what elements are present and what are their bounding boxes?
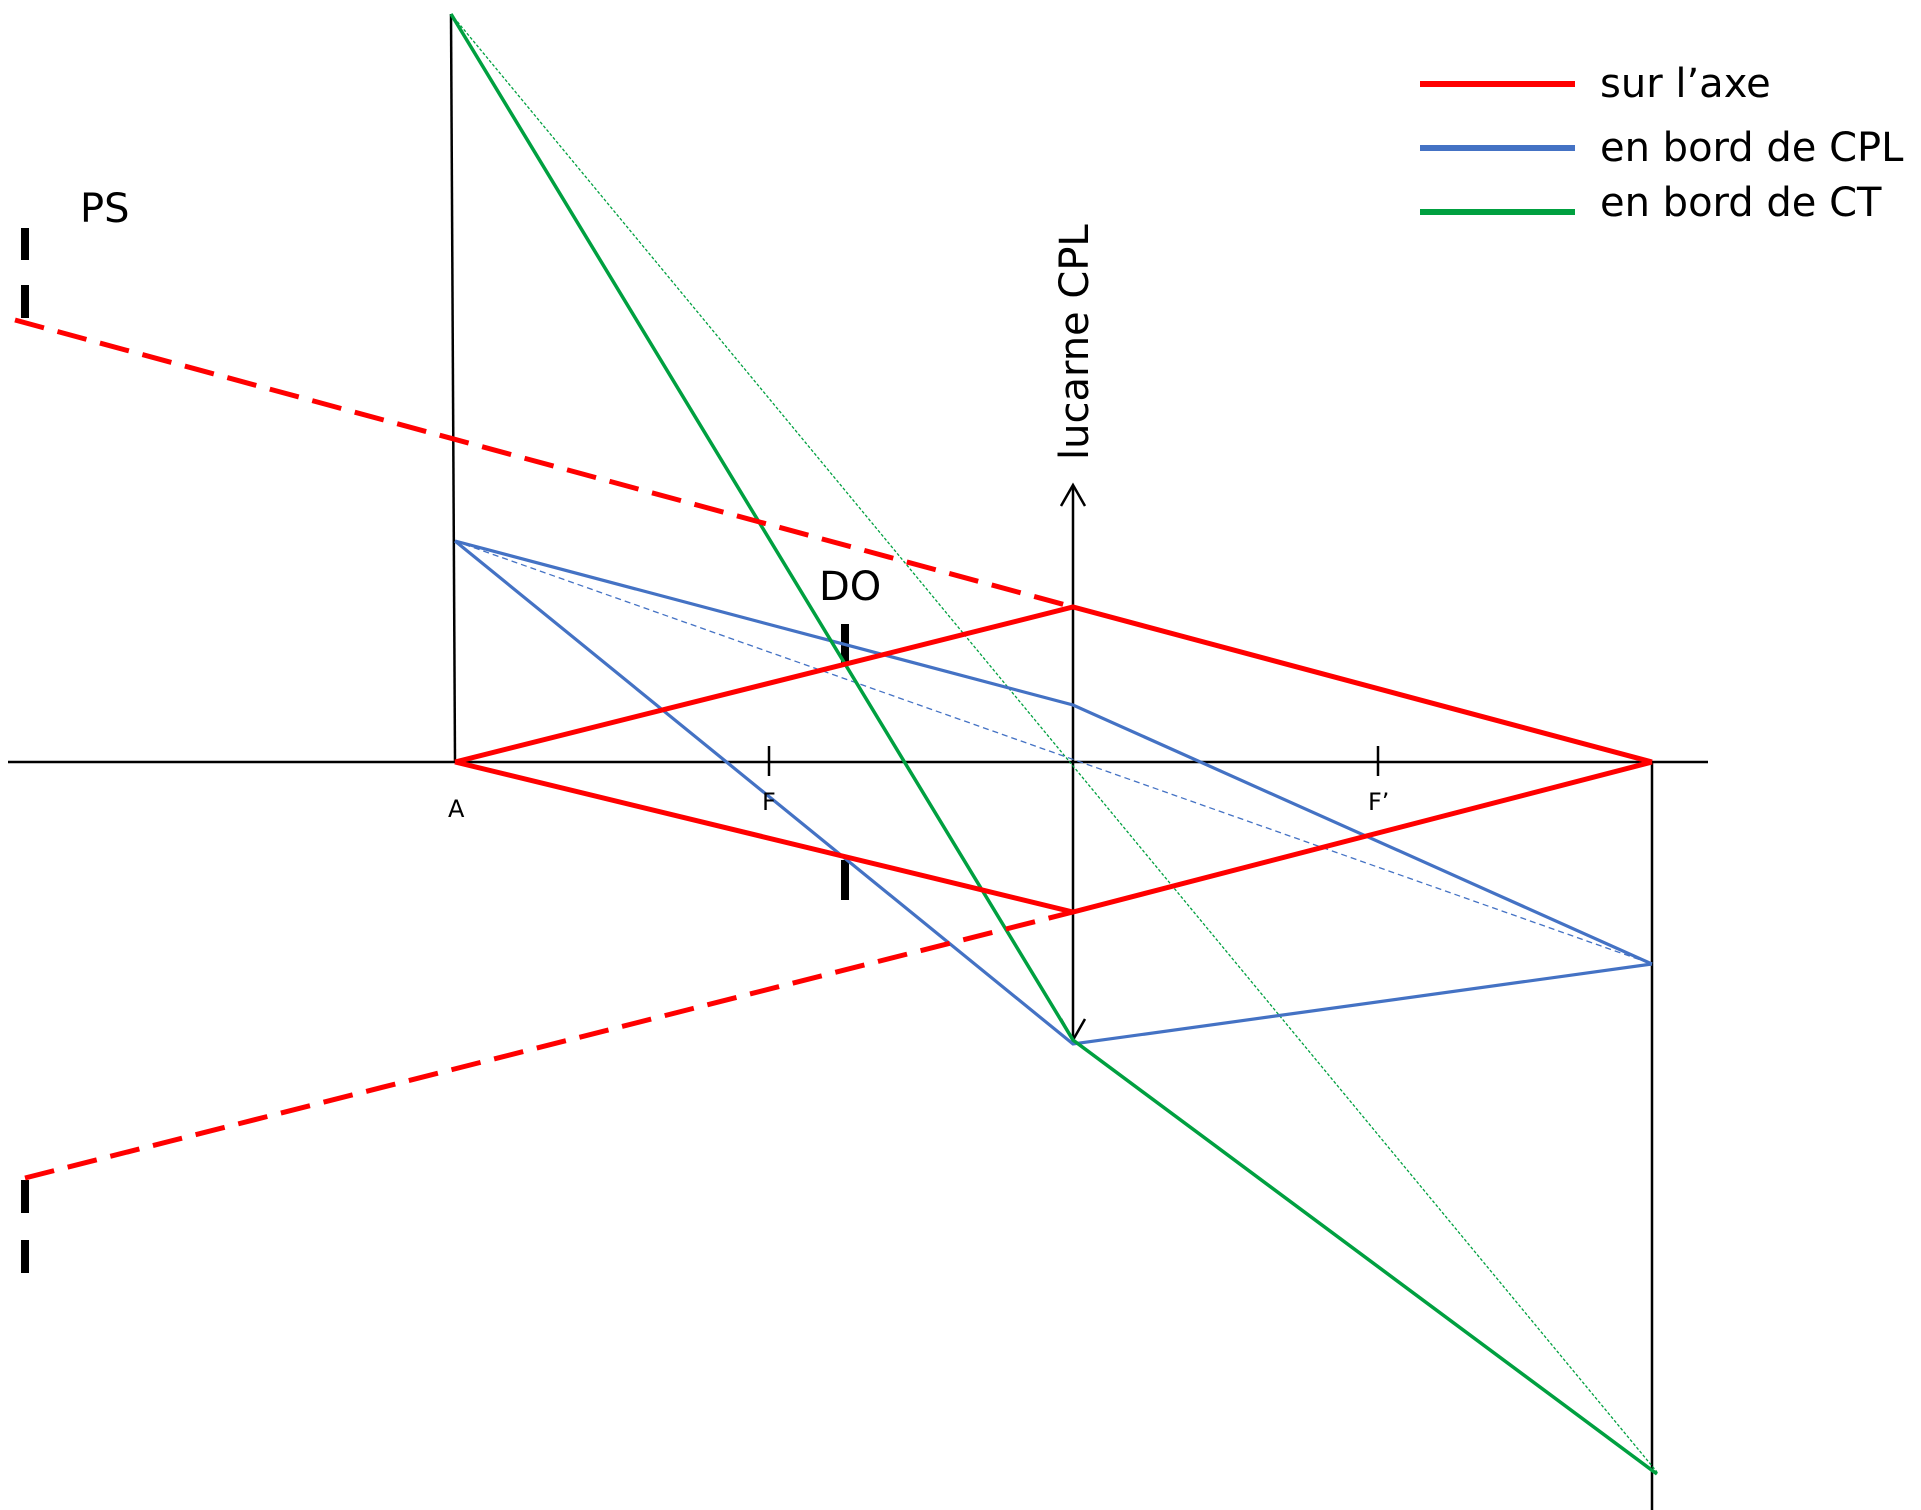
legend-label-cpl-edge: en bord de CPL [1600, 125, 1904, 171]
axis-ray-lower [454, 759, 1653, 915]
lens-arrow-top [1059, 482, 1087, 507]
do-label: DO [819, 564, 881, 610]
legend-label-on-axis: sur l’axe [1600, 61, 1771, 107]
axis-ray-dashed-lower [24, 909, 1074, 1181]
ct-thin-dotted-ray [450, 13, 1658, 1473]
axis-ray-upper [454, 604, 1653, 765]
cpl-ray-upper [454, 539, 1653, 966]
object-line-a [449, 13, 457, 763]
cpl-thin-dashed-ray [454, 540, 1653, 965]
ct-ray [449, 13, 1659, 1476]
lens-label: lucarne CPL [1052, 224, 1098, 460]
legend-label-ct-edge: en bord de CT [1600, 180, 1882, 226]
axis-ray-dashed-upper [14, 317, 1074, 610]
ps-label: PS [80, 186, 130, 232]
point-f-label: F [762, 788, 776, 816]
point-f-prime-label: F’ [1368, 788, 1389, 816]
cpl-ray-lower [453, 539, 1653, 1046]
point-a-label: A [448, 795, 465, 823]
legend: sur l’axe en bord de CPL en bord de CT [1420, 61, 1904, 226]
